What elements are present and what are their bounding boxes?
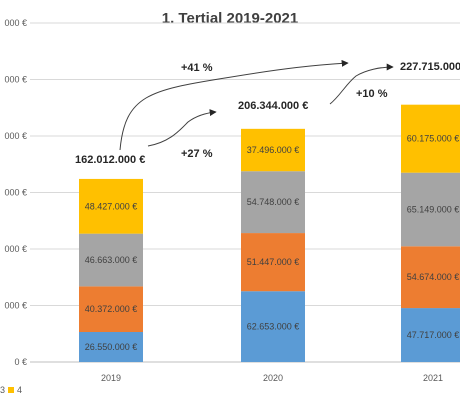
legend-swatch — [8, 387, 14, 393]
x-tick-label: 2020 — [263, 373, 283, 383]
y-tick-label: 000 € — [4, 18, 27, 28]
arrow-2019-to-2021 — [120, 63, 348, 150]
pct-2019-2020: +27 % — [181, 148, 213, 160]
y-tick-label: 0 € — [14, 357, 27, 367]
data-label: 40.372.000 € — [85, 304, 138, 314]
data-label: 26.550.000 € — [85, 342, 138, 352]
total-label-2020: 206.344.000 € — [238, 100, 308, 112]
data-label: 60.175.000 € — [407, 134, 460, 144]
y-tick-label: 000 € — [4, 301, 27, 311]
x-tick-label: 2019 — [101, 373, 121, 383]
data-label: 48.427.000 € — [85, 201, 138, 211]
x-tick-label: 2021 — [423, 373, 443, 383]
data-label: 65.149.000 € — [407, 204, 460, 214]
data-label: 37.496.000 € — [247, 145, 300, 155]
data-label: 62.653.000 € — [247, 322, 300, 332]
pct-2019-2021: +41 % — [181, 62, 213, 74]
legend-label: 3 — [0, 385, 5, 395]
pct-2020-2021: +10 % — [356, 88, 388, 100]
x-axis-ticks: 2019 2020 2021 — [101, 373, 443, 383]
legend-label: 4 — [17, 385, 22, 395]
arrow-2019-to-2020 — [148, 112, 216, 146]
data-label: 46.663.000 € — [85, 255, 138, 265]
data-label: 54.748.000 € — [247, 197, 300, 207]
total-label-2021: 227.715.000 € — [400, 61, 460, 73]
y-tick-label: 000 € — [4, 188, 27, 198]
y-tick-label: 000 € — [4, 75, 27, 85]
y-tick-label: 000 € — [4, 131, 27, 141]
data-label: 47.717.000 € — [407, 330, 460, 340]
data-label: 51.447.000 € — [247, 257, 300, 267]
y-axis-ticks: 0 € 000 € 000 € 000 € 000 € 000 € 000 € — [4, 18, 27, 367]
total-label-2019: 162.012.000 € — [75, 154, 145, 166]
data-label: 54.674.000 € — [407, 272, 460, 282]
bars: 26.550.000 € 40.372.000 € 46.663.000 € 48.4… — [75, 61, 460, 362]
y-tick-label: 000 € — [4, 244, 27, 254]
